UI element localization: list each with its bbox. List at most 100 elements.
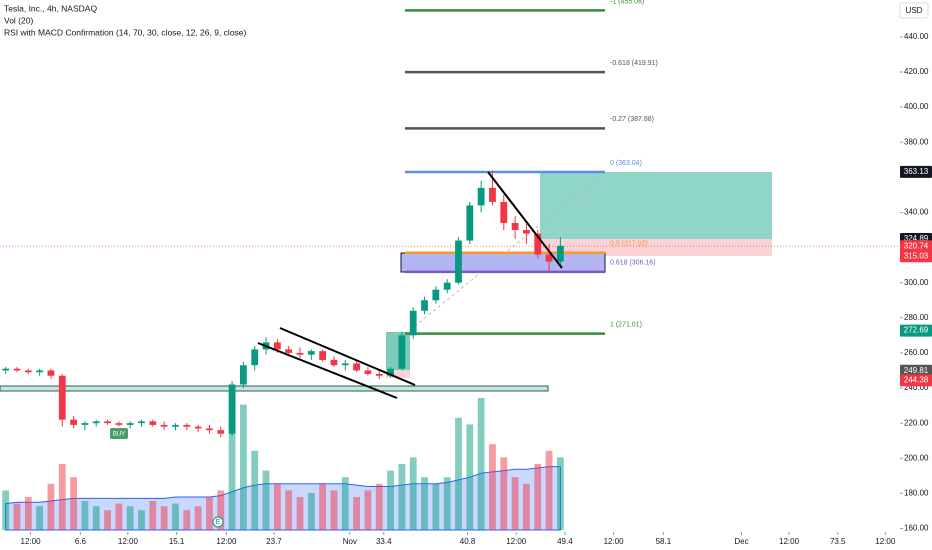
volume-bar	[240, 404, 247, 530]
volume-bar	[149, 500, 157, 530]
fib-label: 0.618 (306.16)	[610, 260, 656, 267]
price-badge-label: 244.38	[904, 375, 929, 384]
volume-bar	[296, 497, 304, 530]
chart-title: Tesla, Inc., 4h, NASDAQ	[4, 3, 97, 13]
y-tick-label: 260.00	[904, 348, 929, 357]
fib-label: 1 (271.01)	[610, 321, 642, 328]
y-tick-label: 420.00	[904, 67, 929, 76]
channel-lower	[257, 342, 398, 399]
small-stop-zone	[386, 370, 410, 378]
volume-bar	[228, 417, 236, 530]
candle-body	[126, 423, 134, 425]
candle-body	[556, 245, 564, 262]
volume-bar	[466, 424, 474, 530]
volume-bar	[92, 506, 100, 530]
volume-bar	[432, 483, 440, 530]
candle-body	[398, 335, 406, 369]
price-badge-label: 315.03	[904, 251, 929, 260]
candle-body	[160, 424, 168, 427]
candle-body	[13, 368, 21, 371]
volume-bar	[523, 483, 530, 530]
candle-body	[307, 351, 315, 355]
y-tick-label: 160.00	[904, 524, 929, 533]
small-target-zone	[386, 332, 410, 370]
price-badge	[900, 240, 932, 253]
x-tick-label: 12:00	[118, 537, 139, 546]
candle-body	[364, 370, 372, 374]
x-tick-label: 49.4	[557, 537, 573, 546]
volume-bar	[477, 398, 485, 530]
volume-bar	[70, 477, 77, 530]
candle-body	[36, 370, 44, 373]
currency: USD	[906, 6, 923, 15]
x-tick-label: 73.5	[830, 537, 846, 546]
volume-bar	[24, 497, 32, 530]
candle-body	[511, 222, 519, 231]
y-tick-label: 400.00	[904, 102, 929, 111]
buy-text: BUY	[113, 432, 125, 438]
plot: -1 (455.06) -0.618 (419.91) -0.27 (387.88)…	[0, 0, 900, 531]
volume-bar	[126, 506, 134, 530]
candle-body	[138, 421, 145, 424]
y-tick-label: 380.00	[904, 137, 929, 146]
fib-label: 0 (363.04)	[610, 160, 642, 167]
price-badge-label: 272.69	[904, 326, 929, 335]
volume-bar	[217, 490, 225, 530]
candle-body	[92, 421, 100, 424]
price-badge	[900, 364, 932, 377]
candle-body	[2, 368, 10, 371]
candle-body	[104, 421, 111, 424]
volume-bar	[206, 497, 213, 530]
volume-bar	[387, 470, 394, 530]
indicator-label: Vol (20)	[4, 15, 33, 25]
volume-bar	[115, 503, 123, 530]
candle-body	[330, 359, 338, 366]
x-tick-label: 40.8	[460, 537, 476, 546]
candle-body	[285, 349, 293, 353]
x-tick-label: 12:00	[875, 537, 896, 546]
long-target-zone	[540, 172, 772, 239]
candle-body	[387, 368, 394, 376]
candle-body	[172, 424, 179, 427]
candle-body	[296, 352, 304, 355]
x-tick-label: 12:00	[216, 537, 237, 546]
volume-bar	[262, 470, 270, 530]
candle-body	[455, 240, 462, 283]
volume-bar	[81, 500, 89, 530]
volume-bar	[307, 493, 315, 530]
volume-bar	[534, 464, 542, 530]
earnings-marker	[212, 516, 224, 528]
currency-box	[899, 2, 929, 19]
x-tick-label: Nov	[343, 537, 357, 546]
x-tick-label: 15.1	[169, 537, 185, 546]
volume-bar	[375, 483, 383, 530]
price-badge	[900, 165, 932, 178]
candle-body	[353, 363, 360, 371]
volume-bar	[500, 457, 508, 530]
candle-body	[217, 430, 225, 434]
volume-bar	[353, 497, 360, 530]
candle-body	[24, 370, 32, 373]
volume-bar	[455, 417, 462, 530]
volume-bar	[47, 483, 55, 530]
volume-bar	[273, 483, 281, 530]
candle-body	[534, 233, 542, 255]
y-tick-label: 300.00	[904, 278, 929, 287]
volume-bar	[194, 506, 202, 530]
candle-body	[375, 373, 383, 376]
candle-body	[319, 351, 327, 360]
y-tick-label: 440.00	[904, 32, 929, 41]
fib-label: -1 (455.06)	[610, 0, 644, 5]
x-tick-label: 33.4	[376, 537, 392, 546]
candle-body	[341, 363, 349, 366]
x-tick-label: 12:00	[604, 537, 625, 546]
y-tick-label: 200.00	[904, 453, 929, 462]
y-tick-label: 180.00	[904, 488, 929, 497]
candle-body	[81, 423, 89, 425]
support-zone	[0, 385, 549, 392]
candle-body	[70, 419, 77, 425]
volume-bar	[183, 510, 191, 530]
candle-body	[115, 423, 123, 425]
